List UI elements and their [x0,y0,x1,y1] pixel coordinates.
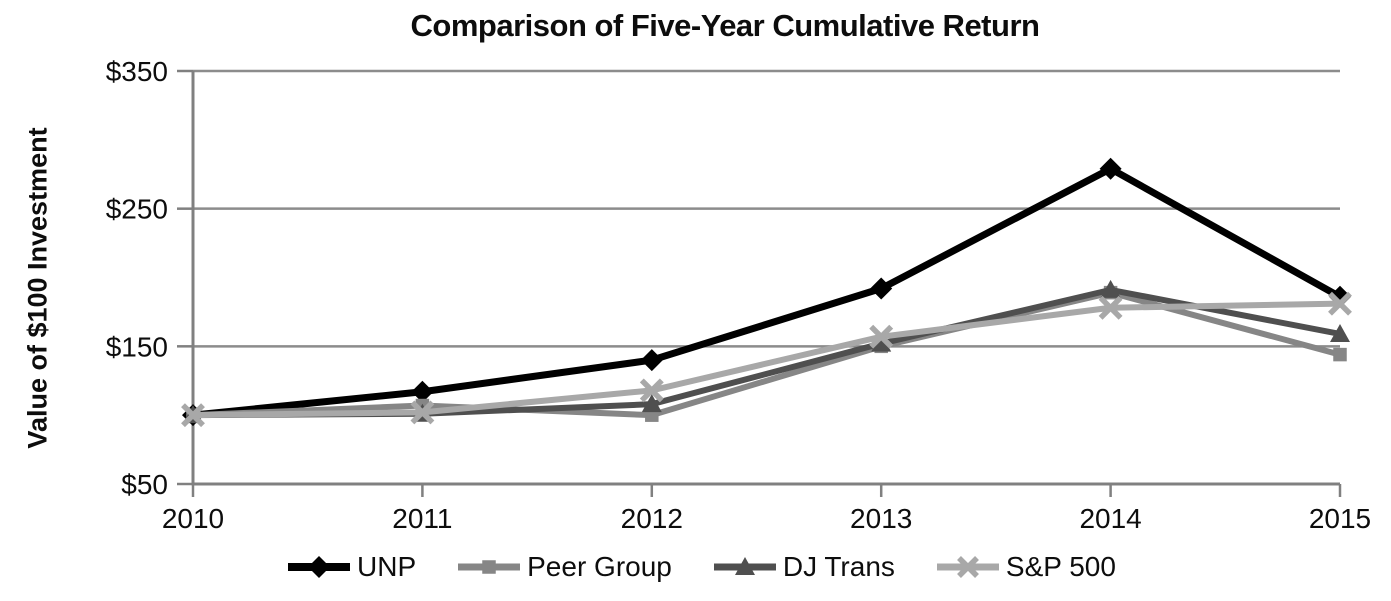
y-tick-label: $250 [106,194,168,225]
y-tick-label: $150 [106,331,168,362]
legend-marker-icon [288,556,350,578]
data-point-marker [1333,347,1347,362]
legend-item: S&P 500 [936,551,1116,583]
series-line [192,164,1342,419]
legend-marker [956,556,979,578]
data-point-marker [1099,157,1122,180]
series-s-p-500 [181,291,1352,428]
legend-marker [482,560,496,574]
data-point-marker [1098,295,1123,320]
x-tick-label: 2013 [850,503,912,534]
y-tick-label: $50 [121,469,168,500]
data-point-marker [410,400,435,425]
data-point-marker [181,403,205,428]
legend-label: Peer Group [527,551,672,582]
legend-label: DJ Trans [782,551,895,582]
legend-label: S&P 500 [1005,551,1116,582]
data-point-marker [1100,279,1121,298]
data-point-marker [1330,323,1350,342]
data-point-marker [411,380,434,403]
x-tick-label: 2014 [1079,503,1141,534]
data-point-marker [641,394,662,413]
x-tick-label: 2011 [392,503,452,534]
series-unp [182,157,1351,427]
chart-title: Comparison of Five-Year Cumulative Retur… [410,8,1040,43]
data-point-marker [640,349,663,372]
data-point-marker [869,324,894,349]
legend: UNP Peer Group DJ Trans S&P 500 [288,551,1116,583]
legend-marker [308,556,330,578]
legend-marker-icon [458,560,521,574]
y-tick-label: $350 [106,56,168,87]
data-point-marker [639,378,664,403]
legend-label: UNP [357,551,417,582]
x-tick-label: 2012 [621,503,683,534]
x-tick-label: 2010 [162,503,224,534]
data-point-marker [1328,291,1352,316]
legend-item: UNP [288,551,416,583]
legend-marker-icon [936,556,999,578]
series-line [192,289,1341,419]
x-tick-label: 2015 [1309,503,1371,534]
legend-marker [734,557,755,575]
legend-marker-icon [713,557,776,575]
legend-item: Peer Group [458,551,672,583]
series-line [192,300,1341,419]
data-point-marker [871,333,892,352]
legend-item: DJ Trans [713,551,895,583]
data-point-marker [870,277,893,300]
